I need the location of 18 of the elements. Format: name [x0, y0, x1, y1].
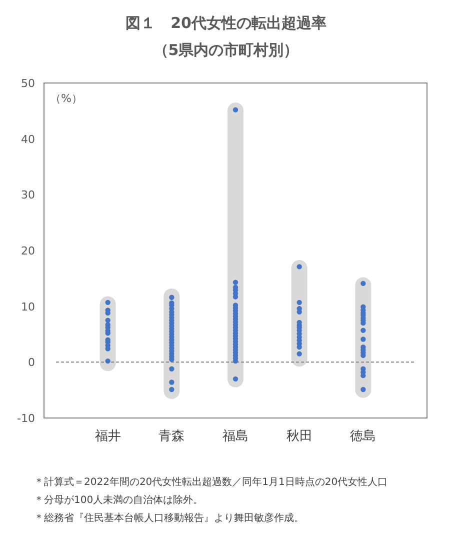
chart-subtitle: （5県内の市町村別） — [153, 41, 299, 59]
y-axis-title: （%） — [50, 92, 82, 105]
chart-title: 図１ 20代女性の転出超過率 — [126, 14, 326, 32]
text: ＊分母が100人未満の自治体は除外。 — [34, 494, 204, 506]
y-tick-label: 50 — [21, 77, 35, 90]
x-tick-label: 福島 — [222, 429, 248, 444]
y-tick-label: 40 — [21, 132, 35, 146]
x-tick-label: 青森 — [158, 429, 185, 444]
y-tick-label: 20 — [21, 244, 35, 258]
y-tick-label: 0 — [28, 356, 35, 370]
y-tick-label: 10 — [21, 300, 35, 314]
text: ＊計算式＝2022年間の20代女性転出超過数／同年1月1日時点の20代女性人口 — [34, 476, 388, 488]
x-tick-label: 福井 — [94, 429, 121, 444]
x-tick-label: 徳島 — [350, 429, 376, 444]
text: ＊総務省『住民基本台帳人口移動報告』より舞田敏彦作成。 — [34, 512, 304, 524]
y-tick-label: 30 — [21, 188, 35, 202]
x-tick-label: 秋田 — [286, 429, 312, 444]
y-tick-label: -10 — [17, 412, 35, 425]
